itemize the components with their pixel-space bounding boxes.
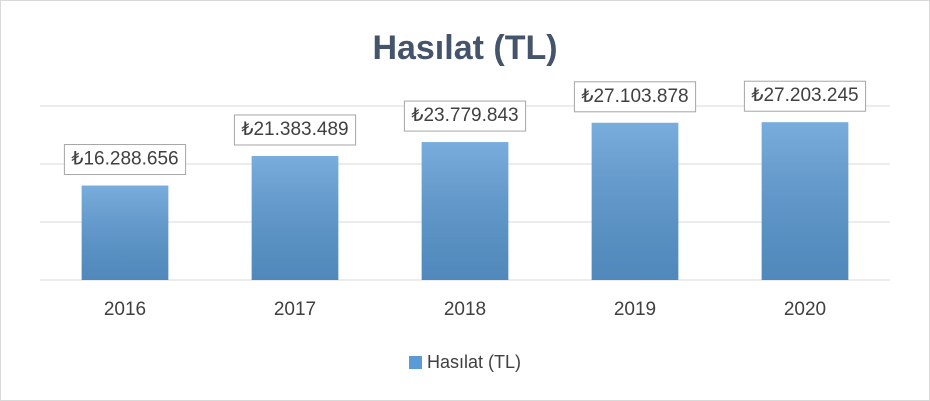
x-tick-label: 2019 (614, 299, 656, 320)
bar-shade (761, 122, 849, 280)
data-label: ₺23.779.843 (411, 105, 518, 126)
bar-shade (251, 155, 339, 280)
data-label: ₺27.103.878 (581, 86, 688, 107)
data-label-group: ₺27.103.878 (573, 81, 697, 113)
chart-title: Hasılat (TL) (372, 29, 557, 67)
bar-shade (421, 142, 509, 280)
data-label-box (233, 114, 357, 146)
data-label-box (743, 80, 867, 112)
data-label: ₺21.383.489 (241, 119, 348, 140)
data-label-box (63, 144, 187, 176)
legend-swatch (408, 356, 422, 369)
data-label-box (403, 100, 527, 132)
x-tick-label: 2020 (784, 299, 826, 320)
data-label-group: ₺23.779.843 (403, 100, 527, 132)
data-label-group: ₺21.383.489 (233, 114, 357, 146)
data-label-group: ₺16.288.656 (63, 144, 187, 176)
x-tick-label: 2017 (274, 299, 316, 320)
legend-label: Hasılat (TL) (427, 352, 521, 372)
bar-shade (81, 185, 169, 280)
data-label-box (573, 81, 697, 113)
data-label: ₺27.203.245 (751, 85, 858, 106)
bar-shade (591, 122, 679, 280)
x-tick-label: 2018 (444, 299, 486, 320)
x-tick-label: 2016 (104, 299, 146, 320)
data-label-group: ₺27.203.245 (743, 80, 867, 112)
data-label: ₺16.288.656 (71, 149, 178, 170)
